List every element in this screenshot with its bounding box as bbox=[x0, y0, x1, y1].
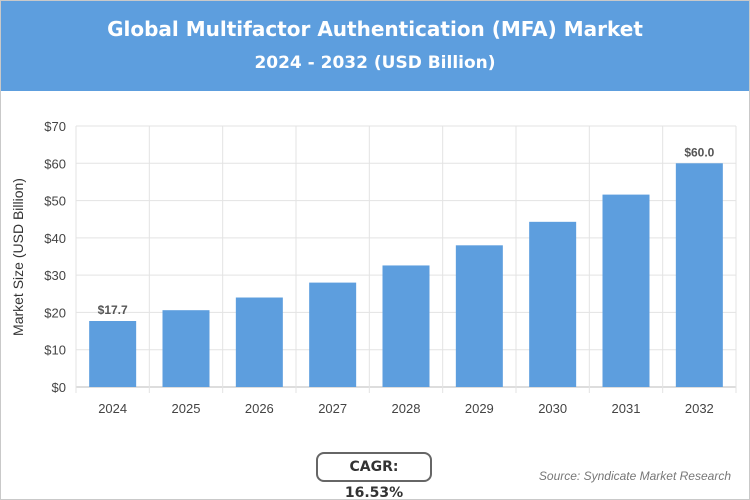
y-tick-label: $40 bbox=[44, 231, 66, 246]
x-tick-label: 2032 bbox=[685, 401, 714, 416]
chart-title: Global Multifactor Authentication (MFA) … bbox=[107, 17, 643, 41]
x-tick-label: 2025 bbox=[172, 401, 201, 416]
y-tick-label: $30 bbox=[44, 268, 66, 283]
y-tick-label: $0 bbox=[52, 380, 66, 395]
y-tick-label: $50 bbox=[44, 194, 66, 209]
bar-2027 bbox=[309, 282, 357, 387]
bar-chart: Market Size (USD Billion) $0 $10 $20 $30 $40… bbox=[10, 119, 737, 416]
x-tick-label: 2030 bbox=[538, 401, 567, 416]
x-tick-label: 2027 bbox=[318, 401, 347, 416]
y-tick-label: $10 bbox=[44, 343, 66, 358]
bar-2031 bbox=[602, 194, 650, 387]
bar-2024 bbox=[89, 321, 137, 387]
x-tick-label: 2026 bbox=[245, 401, 274, 416]
data-label: $17.7 bbox=[98, 303, 128, 317]
bar-2026 bbox=[235, 297, 283, 387]
y-tick-label: $70 bbox=[44, 119, 66, 134]
cagr-badge: CAGR: 16.53% bbox=[316, 452, 432, 499]
bar-2029 bbox=[455, 245, 503, 387]
x-tick-label: 2031 bbox=[612, 401, 641, 416]
chart-subtitle: 2024 - 2032 (USD Billion) bbox=[254, 53, 496, 73]
y-tick-label: $20 bbox=[44, 305, 66, 320]
bar-2025 bbox=[162, 310, 210, 387]
y-axis-label: Market Size (USD Billion) bbox=[10, 178, 26, 336]
bar-2032 bbox=[675, 163, 723, 387]
chart-header: Global Multifactor Authentication (MFA) … bbox=[1, 1, 749, 91]
bar-2030 bbox=[529, 221, 577, 387]
y-tick-label: $60 bbox=[44, 156, 66, 171]
x-tick-label: 2024 bbox=[98, 401, 127, 416]
bar-2028 bbox=[382, 265, 430, 387]
data-label: $60.0 bbox=[684, 145, 714, 159]
x-tick-label: 2029 bbox=[465, 401, 494, 416]
source-note: Source: Syndicate Market Research bbox=[538, 469, 731, 483]
x-tick-label: 2028 bbox=[392, 401, 421, 416]
